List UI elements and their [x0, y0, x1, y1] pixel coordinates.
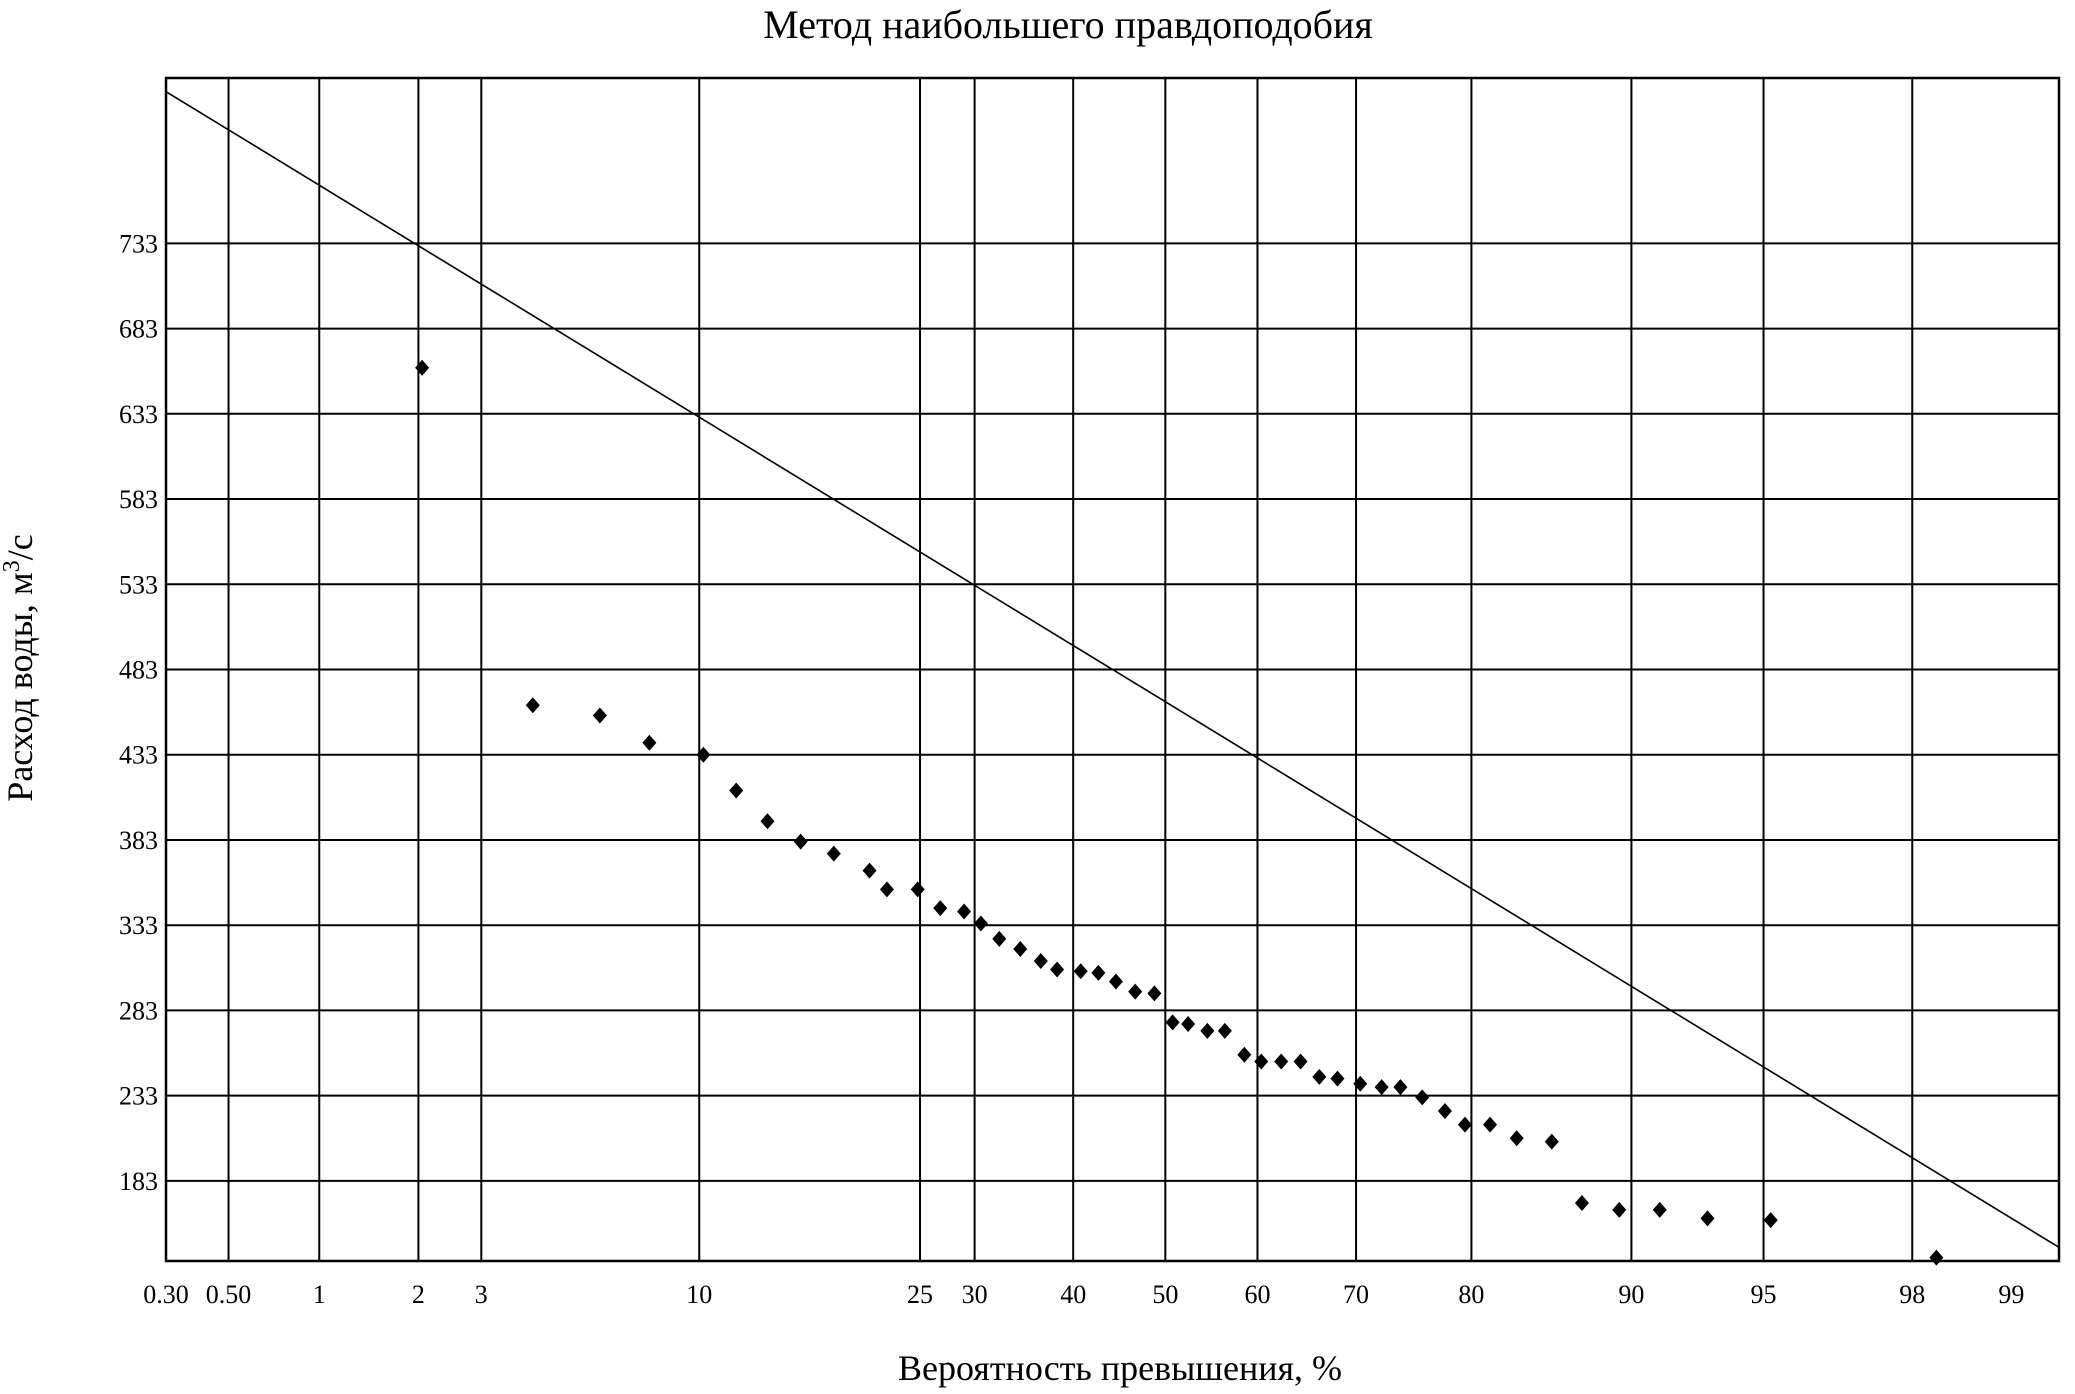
data-point: [1050, 961, 1065, 978]
data-point: [1374, 1079, 1389, 1096]
x-tick-label: 80: [1458, 1280, 1484, 1309]
y-axis-title-tail: /с: [0, 534, 40, 560]
x-tick-label: 95: [1751, 1280, 1777, 1309]
data-point: [1181, 1016, 1196, 1033]
data-point: [760, 813, 775, 830]
data-point: [1254, 1053, 1269, 1070]
y-tick-label: 583: [119, 485, 158, 514]
data-point: [1437, 1102, 1452, 1119]
x-tick-label: 50: [1152, 1280, 1178, 1309]
data-point: [1293, 1053, 1308, 1070]
data-point: [1013, 941, 1028, 958]
data-point: [793, 833, 808, 850]
y-tick-label: 533: [119, 570, 158, 599]
data-point: [696, 746, 711, 763]
y-tick-labels: 183 233 283 333 383 433 483 533 583 633 683 733: [119, 229, 158, 1196]
y-tick-label: 733: [119, 229, 158, 258]
data-point: [826, 845, 841, 862]
data-point: [1330, 1070, 1345, 1087]
y-tick-label: 483: [119, 656, 158, 685]
y-tick-label: 333: [119, 911, 158, 940]
data-point: [1509, 1130, 1524, 1147]
data-point: [642, 734, 657, 751]
data-point: [973, 915, 988, 932]
plot-frame: [164, 76, 2061, 1263]
data-point: [729, 782, 744, 799]
y-tick-label: 633: [119, 400, 158, 429]
data-point: [1073, 963, 1088, 980]
data-point: [415, 359, 430, 376]
data-point: [879, 881, 894, 898]
data-point: [592, 707, 607, 724]
data-point: [1353, 1075, 1368, 1092]
y-axis-title-sup: 3: [0, 560, 25, 572]
x-tick-label: 0.30: [143, 1280, 189, 1309]
data-point: [1165, 1014, 1180, 1031]
x-tick-label: 2: [412, 1280, 425, 1309]
data-point: [1217, 1022, 1232, 1039]
data-point: [1700, 1210, 1715, 1227]
x-axis-title: Вероятность превышения, %: [898, 1348, 1342, 1388]
data-point: [1929, 1249, 1944, 1266]
fit-line: [165, 90, 2060, 1249]
data-point: [1091, 964, 1106, 981]
data-point: [1237, 1046, 1252, 1063]
y-tick-label: 233: [119, 1082, 158, 1111]
data-point: [992, 930, 1007, 947]
chart-title: Метод наибольшего правдоподобия: [763, 2, 1373, 47]
data-point: [1574, 1195, 1589, 1212]
x-tick-labels: 0.30 0.50 1 2 3 10 25 30 40 50 60 70 80 90 95 98 99: [143, 1280, 2024, 1309]
x-tick-label: 3: [475, 1280, 488, 1309]
y-axis-title: Расход воды, м3/с: [0, 534, 40, 801]
y-tick-label: 683: [119, 315, 158, 344]
fit-line-group: [165, 90, 2060, 1249]
data-point: [1544, 1133, 1559, 1150]
data-point: [910, 881, 925, 898]
x-tick-label: 90: [1618, 1280, 1644, 1309]
data-point: [1457, 1116, 1472, 1133]
x-tick-label: 70: [1343, 1280, 1369, 1309]
y-axis-title-main: Расход воды, м: [0, 572, 40, 801]
y-tick-label: 283: [119, 996, 158, 1025]
x-tick-label: 98: [1899, 1280, 1925, 1309]
data-point: [1200, 1022, 1215, 1039]
x-tick-label: 0.50: [206, 1280, 252, 1309]
data-point: [1147, 985, 1162, 1002]
x-tick-label: 1: [313, 1280, 326, 1309]
x-tick-label: 99: [1998, 1280, 2024, 1309]
data-point: [1312, 1068, 1327, 1085]
data-point: [1393, 1079, 1408, 1096]
x-tick-label: 30: [962, 1280, 988, 1309]
data-point: [1652, 1201, 1667, 1218]
data-point: [1763, 1212, 1778, 1229]
y-gridlines: [166, 242, 2059, 1182]
data-point: [933, 900, 948, 917]
data-point: [1274, 1053, 1289, 1070]
data-point: [1128, 983, 1143, 1000]
x-tick-label: 60: [1244, 1280, 1270, 1309]
data-point: [1483, 1116, 1498, 1133]
x-tick-label: 40: [1060, 1280, 1086, 1309]
data-point: [862, 862, 877, 879]
y-tick-label: 383: [119, 826, 158, 855]
data-point: [957, 903, 972, 920]
y-tick-label: 433: [119, 741, 158, 770]
data-point: [525, 697, 540, 714]
data-point: [1033, 952, 1048, 969]
data-point: [1612, 1201, 1627, 1218]
data-point: [1415, 1089, 1430, 1106]
data-point: [1108, 973, 1123, 990]
x-tick-label: 25: [907, 1280, 933, 1309]
x-tick-label: 10: [686, 1280, 712, 1309]
y-tick-label: 183: [119, 1167, 158, 1196]
data-points: [415, 359, 1944, 1266]
